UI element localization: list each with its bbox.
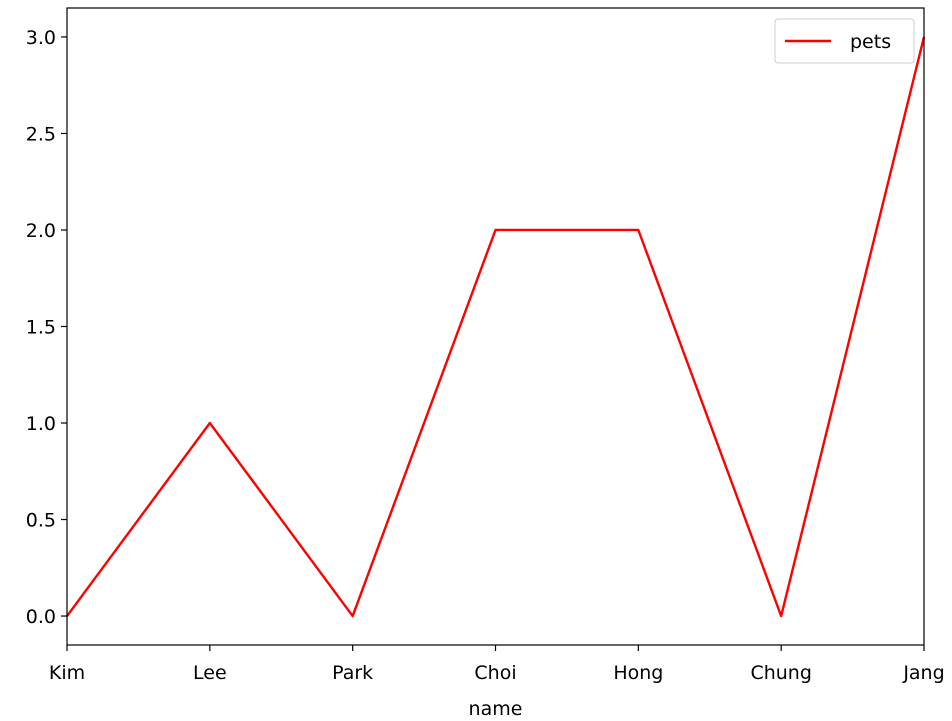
y-tick-label-2.5: 2.5 — [26, 123, 56, 145]
y-tick-label-1.0: 1.0 — [26, 413, 56, 435]
legend-box — [774, 18, 915, 64]
y-tick-label-1.5: 1.5 — [26, 317, 56, 339]
legend-entry-pets: pets — [850, 31, 891, 53]
x-tick-label-kim: Kim — [49, 662, 85, 684]
x-tick-label-hong: Hong — [613, 662, 663, 684]
y-tick-label-2.0: 2.0 — [26, 220, 56, 242]
plot-frame — [66, 7, 925, 646]
y-tick-label-3.0: 3.0 — [26, 27, 56, 49]
x-tick-label-jang: Jang — [902, 662, 944, 684]
series-layer — [66, 36, 926, 618]
x-tick-label-choi: Choi — [474, 662, 516, 684]
x-axis-label: name — [469, 698, 523, 720]
legend: pets — [774, 18, 915, 64]
x-tick-label-park: Park — [332, 662, 373, 684]
x-tick-label-chung: Chung — [750, 662, 811, 684]
y-tick-label-0.5: 0.5 — [26, 510, 56, 532]
y-tick-label-0.0: 0.0 — [26, 606, 56, 628]
x-tick-label-lee: Lee — [193, 662, 227, 684]
series-line-pets — [66, 36, 926, 618]
y-axis: 0.0 0.5 1.0 1.5 2.0 2.5 3.0 — [26, 27, 67, 628]
x-axis: Kim Lee Park Choi Hong Chung Jang — [49, 645, 945, 684]
